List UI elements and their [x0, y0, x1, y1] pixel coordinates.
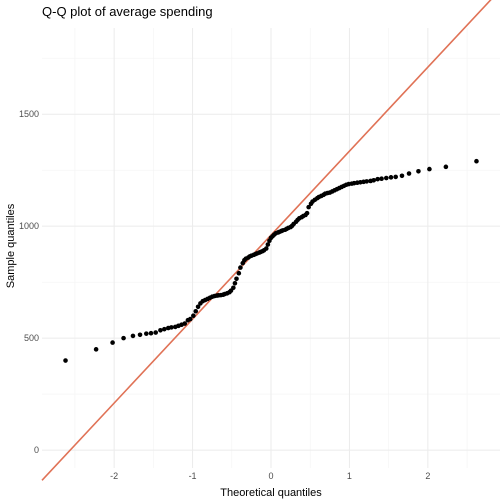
data-point: [187, 316, 193, 322]
data-point: [236, 270, 242, 276]
data-point: [263, 246, 269, 251]
data-point: [304, 210, 310, 216]
data-point: [162, 326, 167, 332]
chart-title: Q-Q plot of average spending: [42, 4, 213, 19]
y-axis-ticks: 0 500 1000 1500: [19, 109, 39, 455]
x-tick-label: 2: [425, 471, 430, 481]
data-point: [443, 164, 449, 170]
data-point: [388, 175, 394, 180]
y-axis-title: Sample quantiles: [5, 203, 17, 288]
data-point: [158, 327, 163, 333]
data-point: [393, 174, 398, 180]
x-axis-ticks: -2 -1 0 1 2: [110, 471, 430, 481]
x-tick-label: 0: [268, 471, 273, 481]
data-point: [121, 335, 126, 341]
data-point: [371, 177, 377, 183]
data-point: [148, 330, 154, 336]
data-point: [375, 176, 380, 182]
data-point: [364, 179, 369, 184]
data-point: [265, 242, 271, 247]
data-points: [63, 158, 479, 363]
data-point: [195, 304, 201, 310]
data-point: [191, 313, 196, 319]
data-point: [306, 204, 311, 210]
y-tick-label: 500: [24, 333, 39, 343]
data-point: [427, 166, 432, 172]
data-point: [182, 321, 188, 326]
x-axis-title: Theoretical quantiles: [220, 487, 322, 499]
data-point: [130, 333, 136, 339]
data-point: [144, 331, 149, 336]
data-point: [63, 358, 68, 363]
x-tick-label: -1: [189, 471, 197, 481]
y-tick-label: 1000: [19, 221, 39, 231]
data-point: [383, 175, 389, 181]
data-point: [193, 308, 199, 314]
data-point: [406, 171, 412, 176]
grid: [42, 28, 500, 468]
y-tick-label: 0: [34, 445, 39, 455]
x-tick-label: 1: [347, 471, 352, 481]
data-point: [416, 169, 421, 174]
data-point: [379, 176, 384, 181]
data-point: [232, 280, 238, 286]
x-tick-label: -2: [110, 471, 118, 481]
y-tick-label: 1500: [19, 109, 39, 119]
data-point: [238, 265, 243, 270]
data-point: [231, 285, 236, 291]
data-point: [474, 158, 479, 164]
data-point: [93, 347, 99, 352]
data-point: [153, 330, 159, 335]
data-point: [399, 173, 405, 179]
data-point: [137, 332, 143, 338]
data-point: [110, 340, 115, 345]
data-point: [234, 276, 239, 282]
data-point: [169, 325, 174, 330]
